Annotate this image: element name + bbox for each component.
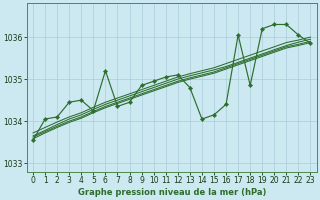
X-axis label: Graphe pression niveau de la mer (hPa): Graphe pression niveau de la mer (hPa) xyxy=(77,188,266,197)
